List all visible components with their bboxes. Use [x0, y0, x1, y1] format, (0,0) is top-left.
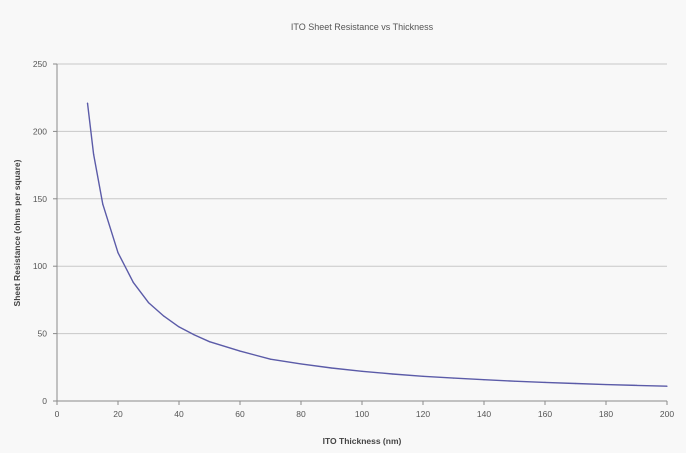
- y-tick-label: 100: [33, 261, 47, 271]
- data-point: [422, 375, 424, 377]
- data-point: [193, 334, 195, 336]
- y-tick-label: 200: [33, 126, 47, 136]
- y-tick-label: 50: [38, 329, 48, 339]
- data-point: [269, 358, 272, 360]
- data-point: [361, 370, 363, 372]
- data-point: [102, 203, 104, 205]
- data-point: [605, 383, 607, 386]
- series-line: [86, 103, 668, 387]
- data-point: [452, 377, 455, 379]
- data-point: [483, 379, 485, 381]
- axes: [53, 63, 668, 405]
- x-tick-label: 80: [296, 409, 306, 419]
- x-tick-label: 100: [355, 409, 369, 419]
- data-point: [544, 381, 546, 383]
- data-point: [666, 385, 668, 387]
- x-tick-label: 160: [538, 409, 552, 419]
- x-tick-label: 20: [113, 409, 123, 419]
- x-tick-label: 200: [660, 409, 674, 419]
- x-tick-label: 180: [599, 409, 613, 419]
- data-point: [163, 315, 165, 317]
- x-axis-title: ITO Thickness (nm): [323, 436, 402, 446]
- chart-title: ITO Sheet Resistance vs Thickness: [291, 22, 434, 32]
- tick-labels: 0 50 100 150 200 250 0 20 40 60 80 100 120 140 160 180 2…: [33, 59, 675, 419]
- y-tick-label: 0: [42, 396, 47, 406]
- y-tick-label: 150: [33, 194, 47, 204]
- x-tick-label: 0: [55, 409, 60, 419]
- data-point: [391, 373, 394, 375]
- data-point: [513, 380, 516, 382]
- data-point: [208, 341, 211, 343]
- data-point: [178, 326, 180, 328]
- x-tick-label: 140: [477, 409, 491, 419]
- data-point: [93, 153, 95, 155]
- data-point: [300, 363, 302, 365]
- y-tick-label: 250: [33, 59, 47, 69]
- x-tick-label: 60: [235, 409, 245, 419]
- series-layer: [86, 102, 668, 387]
- data-point: [574, 382, 577, 385]
- gridlines: [57, 63, 667, 335]
- x-tick-label: 40: [174, 409, 184, 419]
- y-axis-title: Sheet Resistance (ohms per square): [12, 159, 22, 306]
- data-point: [117, 252, 119, 254]
- data-point: [239, 350, 241, 352]
- data-point: [330, 367, 333, 369]
- data-point: [635, 384, 638, 386]
- data-point: [132, 281, 134, 283]
- data-point: [86, 102, 89, 104]
- x-tick-label: 120: [416, 409, 430, 419]
- data-point: [147, 301, 150, 304]
